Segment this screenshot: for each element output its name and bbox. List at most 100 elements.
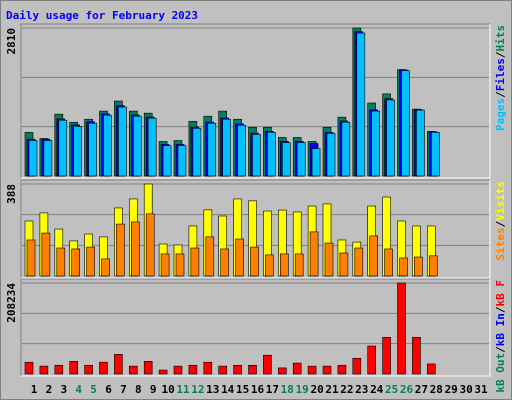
legend: kB Out/kB In/kB F (494, 280, 507, 393)
bar (367, 345, 377, 375)
bar (252, 134, 261, 177)
x-tick-label: 2 (46, 383, 53, 396)
bar (426, 363, 436, 375)
bar (267, 132, 276, 177)
bar (177, 145, 187, 177)
bar (430, 132, 440, 177)
x-tick-label: 10 (161, 383, 174, 396)
bar (279, 253, 289, 277)
bar (311, 148, 321, 177)
bar (263, 354, 272, 375)
x-tick-label: 13 (206, 383, 219, 396)
bar (116, 223, 125, 277)
bar (207, 122, 217, 177)
bar (73, 126, 82, 177)
panel-shadow (20, 179, 490, 278)
y-max-label: 208234 (5, 283, 18, 323)
panel-shadow (20, 23, 490, 178)
x-tick-label: 16 (251, 383, 265, 396)
x-tick-label: 24 (370, 383, 384, 396)
bar (101, 258, 110, 277)
bar (233, 364, 242, 375)
legend-entry: Pages (494, 98, 507, 131)
legend-entry: Hits (494, 25, 507, 52)
bar (28, 140, 38, 177)
bar (58, 119, 68, 177)
bar (281, 142, 291, 177)
bar (220, 248, 229, 277)
bar (384, 248, 393, 277)
bar (237, 124, 246, 177)
bar (352, 357, 362, 375)
bar (69, 361, 78, 375)
bar (371, 110, 381, 177)
bar (131, 221, 140, 277)
legend-entry: kB Out (494, 353, 507, 393)
panel-light (21, 180, 491, 279)
legend-separator: / (494, 306, 507, 313)
legend: Pages/Files/Hits (494, 25, 507, 131)
bar (369, 235, 379, 277)
bar (24, 361, 34, 375)
bar (203, 361, 213, 375)
x-tick-label: 21 (325, 383, 339, 396)
bar (147, 117, 157, 177)
x-tick-label: 18 (281, 383, 294, 396)
x-tick-label: 20 (310, 383, 323, 396)
bar (54, 364, 64, 375)
bar (43, 140, 53, 177)
bar (205, 236, 215, 277)
x-tick-label: 6 (105, 383, 112, 396)
bar (414, 256, 423, 277)
bar (173, 365, 183, 375)
bar (26, 239, 36, 277)
x-tick-label: 1 (31, 383, 38, 396)
bar (337, 364, 347, 375)
bar (188, 364, 198, 375)
legend-separator: / (494, 220, 507, 227)
x-tick-label: 3 (60, 383, 67, 396)
bar (99, 361, 108, 375)
bar (397, 282, 406, 375)
bar (248, 364, 257, 375)
bar (277, 367, 287, 375)
x-tick-label: 9 (150, 383, 157, 396)
bar (341, 121, 351, 177)
x-tick-label: 11 (176, 383, 190, 396)
bar (190, 247, 200, 277)
legend-entry: kB In (494, 313, 507, 346)
y-max-label: 2810 (5, 28, 18, 55)
legend-separator: / (494, 91, 507, 98)
legend-entry: kB F (494, 280, 507, 307)
chart-title: Daily usage for February 2023 (6, 9, 198, 22)
bar (88, 122, 97, 177)
bar (158, 369, 168, 375)
bar (250, 246, 259, 277)
bar (307, 365, 317, 375)
bar (56, 247, 66, 277)
x-tick-label: 26 (400, 383, 414, 396)
legend-entry: Visits (494, 181, 507, 221)
x-tick-label: 29 (445, 383, 458, 396)
legend: Sites/Visits (494, 181, 507, 261)
bar (235, 238, 244, 277)
bar (412, 336, 421, 375)
bar (354, 247, 364, 277)
bar (41, 232, 51, 277)
bar (416, 109, 425, 177)
bar (265, 254, 274, 277)
panel-shadow (20, 278, 490, 376)
bar (309, 231, 319, 277)
bar (84, 364, 93, 375)
x-tick-label: 23 (355, 383, 368, 396)
bar (145, 213, 155, 277)
x-tick-label: 7 (120, 383, 127, 396)
bar (71, 248, 80, 277)
x-tick-label: 28 (430, 383, 443, 396)
x-tick-label: 27 (415, 383, 428, 396)
bar (339, 252, 349, 277)
bar (143, 361, 153, 375)
x-tick-label: 25 (385, 383, 398, 396)
panel-light (21, 279, 491, 377)
bar (296, 142, 306, 177)
